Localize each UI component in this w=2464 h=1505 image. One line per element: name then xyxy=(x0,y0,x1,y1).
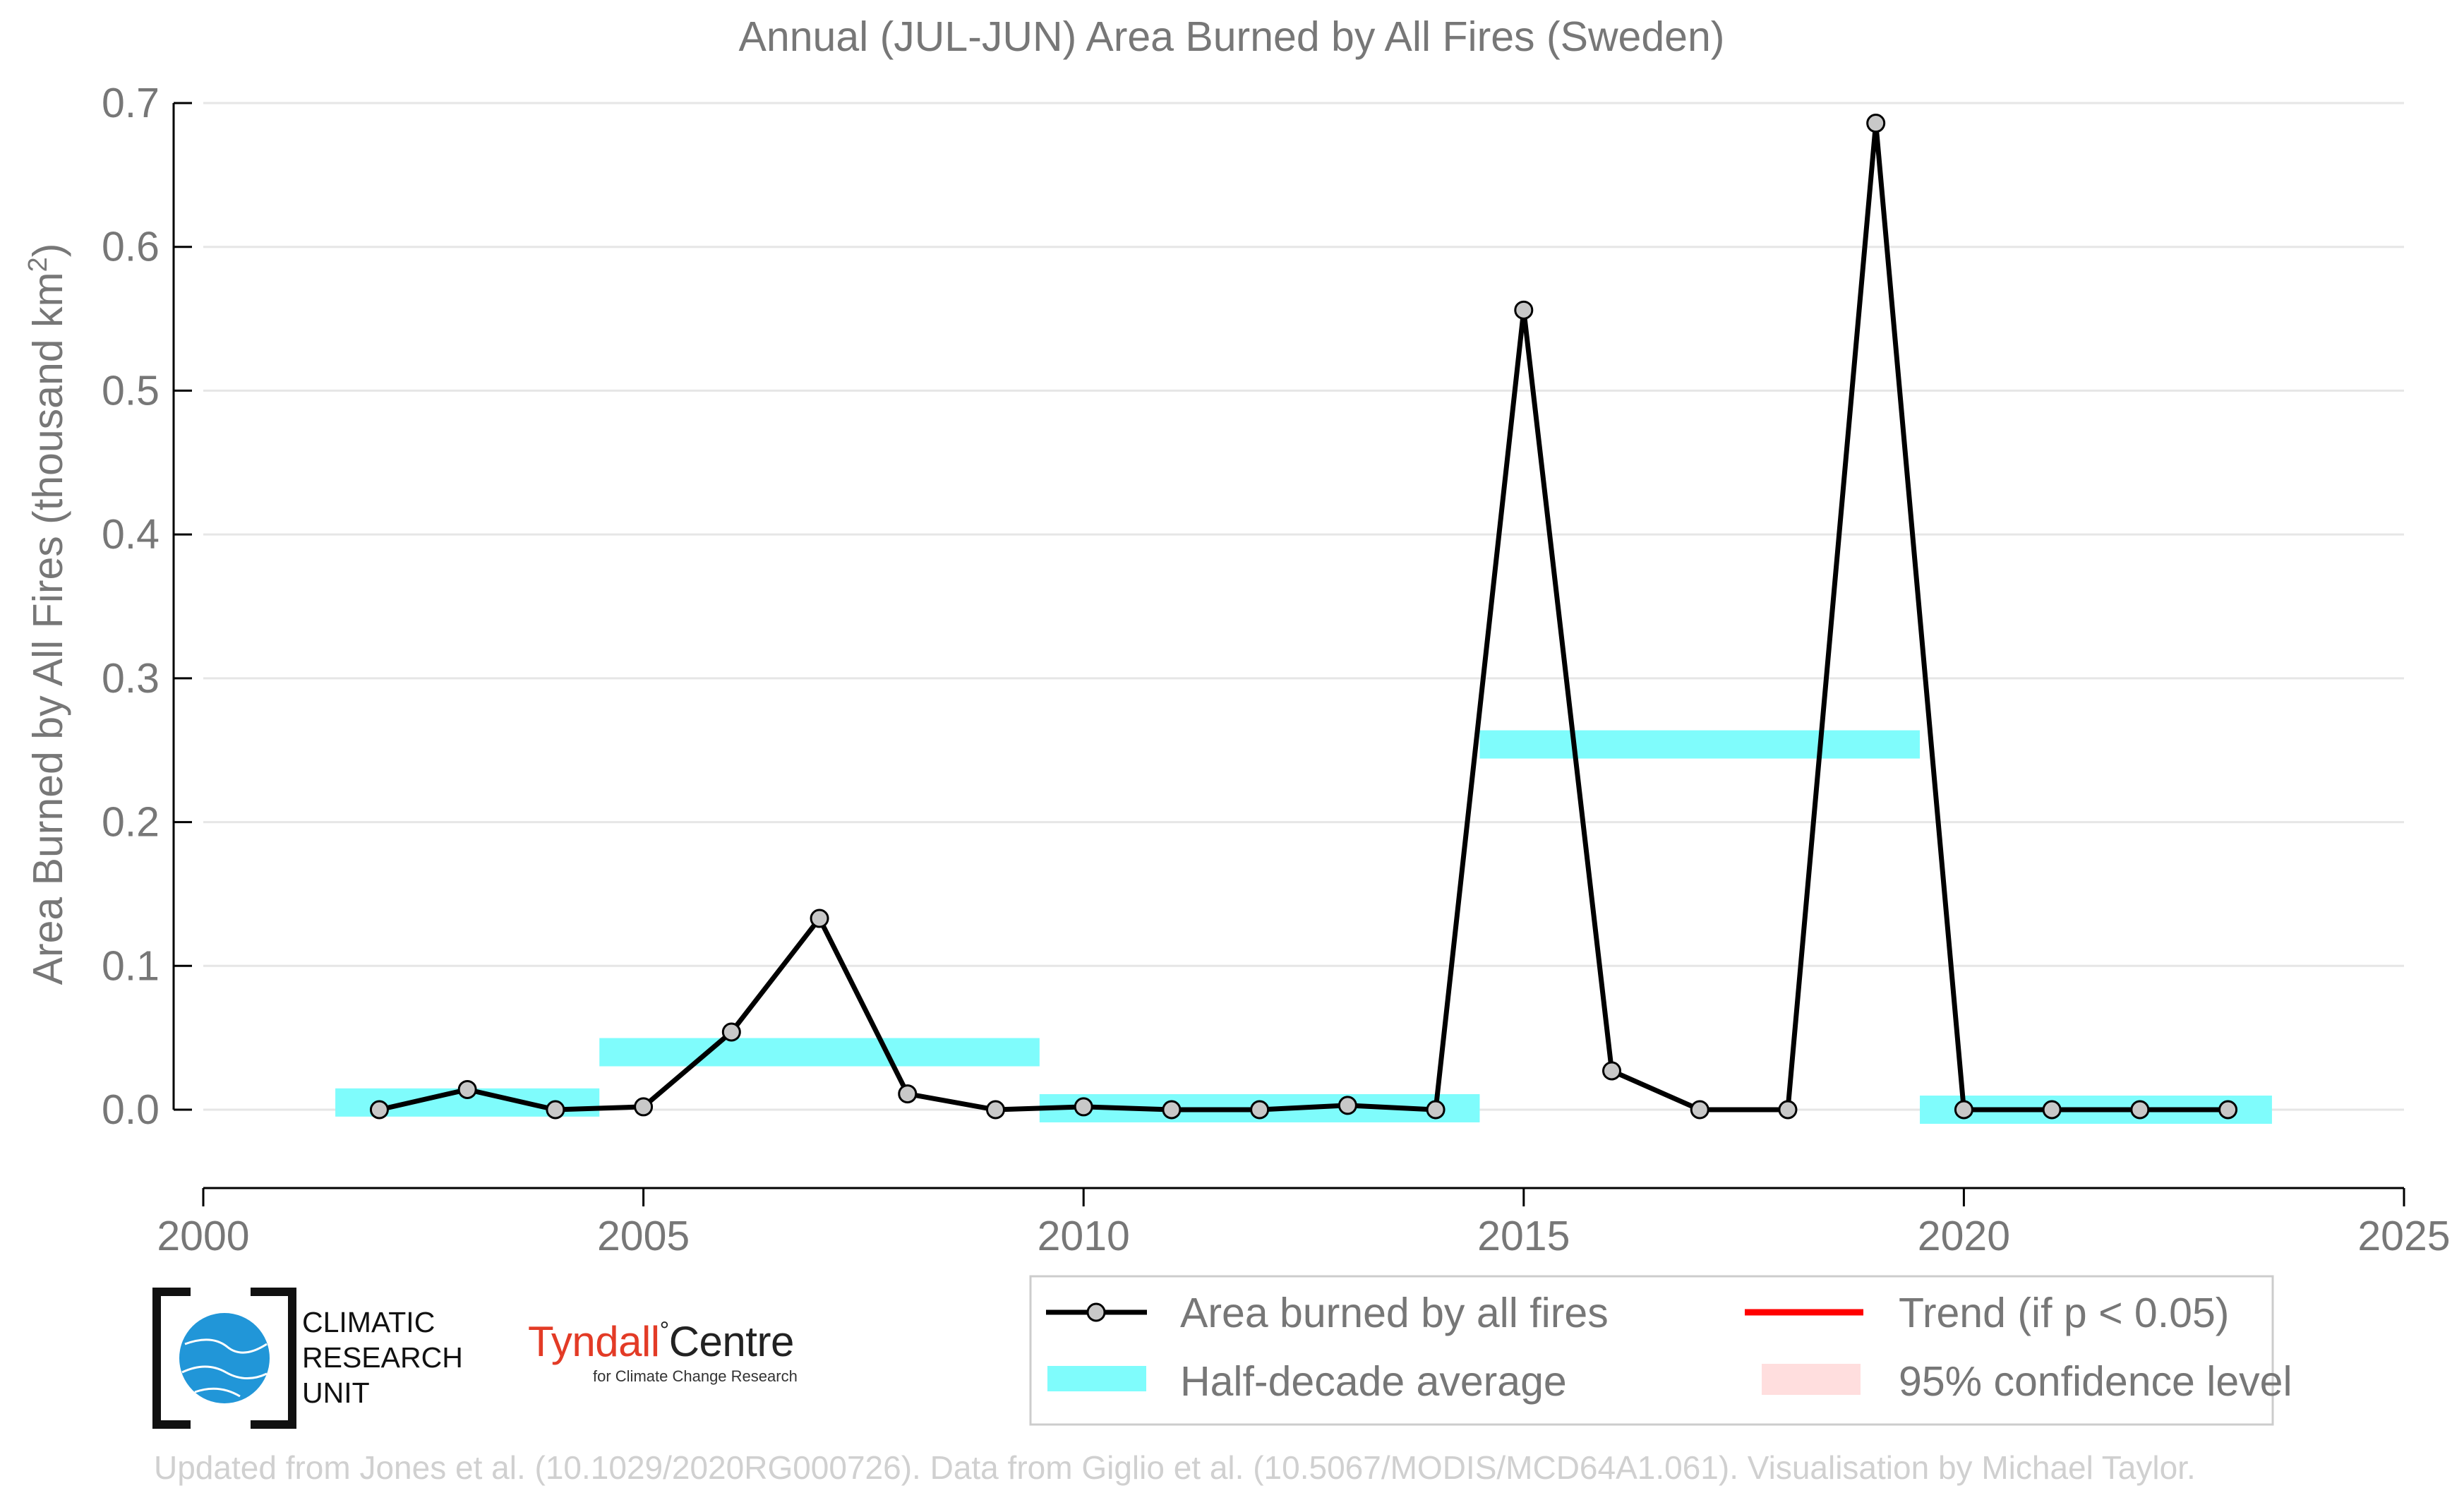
x-tick-label: 2015 xyxy=(1477,1213,1570,1259)
half-decade-average-bands xyxy=(335,730,2272,1124)
globe-icon-contour xyxy=(184,1338,268,1354)
cru-logo-line: UNIT xyxy=(302,1377,370,1409)
y-axis-label: Area Burned by All Fires (thousand km2) xyxy=(23,244,71,985)
x-tick-label: 2025 xyxy=(2357,1213,2450,1259)
data-point xyxy=(1250,1100,1270,1120)
half-decade-band xyxy=(1479,730,1921,759)
x-tick-label: 2005 xyxy=(597,1213,690,1259)
cru-logo-text: CLIMATIC RESEARCH UNIT xyxy=(302,1305,463,1410)
data-point xyxy=(1690,1100,1709,1120)
data-point xyxy=(898,1084,918,1104)
half-decade-band xyxy=(599,1038,1040,1067)
data-point xyxy=(1602,1061,1622,1081)
data-series xyxy=(369,114,2238,1120)
cru-logo-line: CLIMATIC xyxy=(302,1306,435,1338)
data-point xyxy=(546,1100,565,1120)
legend-marker-swatch xyxy=(1086,1302,1106,1322)
chart-title: Annual (JUL-JUN) Area Burned by All Fire… xyxy=(739,13,1725,60)
y-tick-label: 0.4 xyxy=(102,511,160,558)
legend-confidence-swatch xyxy=(1762,1364,1861,1395)
data-point xyxy=(1866,114,1886,133)
y-axis-label-suffix: ) xyxy=(25,244,71,258)
series-line xyxy=(378,121,2228,1113)
x-axis: 2000 2005 2010 2015 2020 2025 xyxy=(157,1187,2451,1259)
tyndall-logo: Tyndall°Centre for Climate Change Resear… xyxy=(528,1317,798,1386)
y-tick-label: 0.1 xyxy=(102,942,160,989)
y-axis-label-superscript: 2 xyxy=(23,257,53,272)
x-tick-label: 2020 xyxy=(1918,1213,2010,1259)
tyndall-logo-subtitle: for Climate Change Research xyxy=(593,1367,798,1385)
y-tick-label: 0.6 xyxy=(102,224,160,270)
globe-icon-contour xyxy=(194,1387,241,1398)
data-point xyxy=(1074,1097,1093,1117)
data-point xyxy=(2130,1100,2150,1120)
cru-logo-left-bracket xyxy=(152,1288,191,1429)
tyndall-logo-degree: ° xyxy=(659,1317,670,1344)
y-tick-label: 0.0 xyxy=(102,1086,160,1133)
legend-box xyxy=(1029,1275,2274,1426)
legend-label-area-burned: Area burned by all fires xyxy=(1180,1290,1609,1336)
data-point xyxy=(1426,1100,1446,1120)
data-point xyxy=(721,1022,741,1042)
globe-icon-contour xyxy=(181,1365,268,1379)
y-axis: 0.0 0.1 0.2 0.3 0.4 0.5 0.6 0.7 xyxy=(102,80,192,1133)
y-tick-label: 0.7 xyxy=(102,80,160,126)
data-point xyxy=(2218,1100,2238,1120)
tyndall-logo-centre: Centre xyxy=(668,1318,795,1365)
data-credit: Updated from Jones et al. (10.1029/2020R… xyxy=(154,1449,2196,1486)
data-point xyxy=(457,1079,477,1099)
cru-logo-right-bracket xyxy=(251,1288,296,1429)
legend-half-decade-swatch xyxy=(1047,1366,1146,1391)
data-point xyxy=(1954,1100,1973,1120)
x-tick-label: 2010 xyxy=(1038,1213,1130,1259)
x-tick-label: 2000 xyxy=(157,1213,249,1259)
data-point xyxy=(810,909,829,928)
y-tick-label: 0.2 xyxy=(102,799,160,846)
globe-icon xyxy=(179,1313,270,1403)
legend-label-half-decade: Half-decade average xyxy=(1180,1358,1567,1405)
data-point xyxy=(634,1097,654,1117)
y-axis-label-main: Area Burned by All Fires (thousand km xyxy=(25,272,71,985)
data-point xyxy=(1514,300,1534,320)
legend-label-trend: Trend (if p < 0.05) xyxy=(1899,1290,2229,1336)
legend-label-confidence: 95% confidence level xyxy=(1899,1358,2292,1405)
data-point xyxy=(369,1100,389,1120)
cru-logo xyxy=(152,1288,296,1429)
gridlines xyxy=(203,102,2404,1111)
data-point xyxy=(2042,1100,2062,1120)
data-point xyxy=(1162,1100,1182,1120)
data-point xyxy=(1778,1100,1798,1120)
data-point xyxy=(985,1100,1005,1120)
y-tick-label: 0.5 xyxy=(102,367,160,414)
data-point xyxy=(1338,1096,1357,1115)
tyndall-logo-name: Tyndall xyxy=(528,1318,660,1365)
y-tick-label: 0.3 xyxy=(102,655,160,702)
cru-logo-line: RESEARCH xyxy=(302,1341,463,1374)
legend: Area burned by all fires Trend (if p < 0… xyxy=(1029,1275,2292,1426)
